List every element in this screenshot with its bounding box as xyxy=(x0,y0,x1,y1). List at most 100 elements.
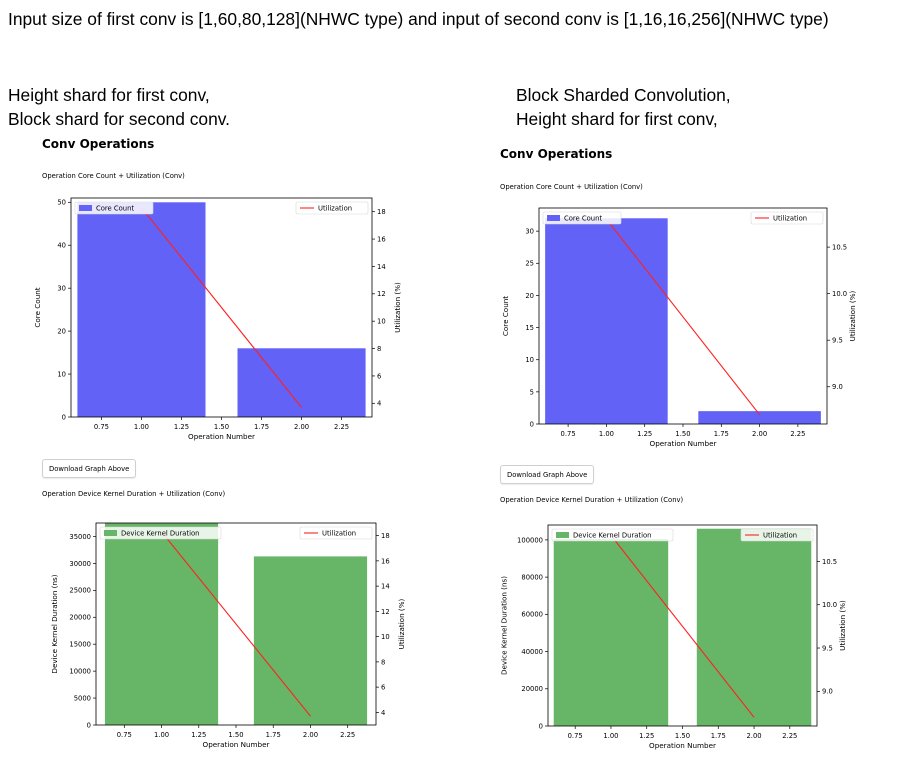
y-tick-label: 10 xyxy=(525,356,534,364)
x-tick-label: 2.00 xyxy=(746,732,761,740)
bar-legend-swatch xyxy=(104,530,117,536)
x-tick-label: 1.00 xyxy=(599,430,614,438)
x-tick-label: 1.00 xyxy=(603,732,618,740)
x-tick-label: 1.50 xyxy=(214,423,229,431)
y2-tick-label: 14 xyxy=(381,583,390,591)
left-download-graph-button[interactable]: Download Graph Above xyxy=(42,459,137,478)
y2-tick-label: 4 xyxy=(377,400,381,408)
right-download-graph-button[interactable]: Download Graph Above xyxy=(500,465,595,484)
bar-op-1 xyxy=(77,202,206,417)
y2-tick-label: 10.5 xyxy=(832,244,847,252)
line-legend-label: Utilization xyxy=(773,215,807,223)
y2-tick-label: 10 xyxy=(381,633,390,641)
x-tick-label: 1.25 xyxy=(639,732,654,740)
y-tick-label: 30 xyxy=(57,285,66,293)
bar-op-2 xyxy=(237,348,366,417)
bar-legend-label: Device Kernel Duration xyxy=(121,530,199,538)
y-tick-label: 25 xyxy=(525,260,534,268)
y-tick-label: 100000 xyxy=(517,536,543,544)
y-tick-label: 15000 xyxy=(69,641,91,649)
y-tick-label: 30 xyxy=(525,228,534,236)
bar-legend-label: Core Count xyxy=(564,215,602,223)
right-chart1-title: Operation Core Count + Utilization (Conv… xyxy=(500,183,643,191)
x-tick-label: 1.50 xyxy=(675,732,690,740)
y-tick-label: 35000 xyxy=(69,533,91,541)
line-legend-box xyxy=(299,526,373,540)
y-tick-label: 30000 xyxy=(69,560,91,568)
line-legend-label: Utilization xyxy=(318,205,352,213)
x-axis-label: Operation Number xyxy=(203,740,270,749)
utilization-line xyxy=(141,207,302,408)
y-tick-label: 0 xyxy=(530,420,534,428)
y-tick-label: 15 xyxy=(525,324,534,332)
y2-axis-label: Utilization (%) xyxy=(393,282,402,333)
x-tick-label: 0.75 xyxy=(94,423,109,431)
y-tick-label: 0 xyxy=(87,721,91,729)
utilization-line xyxy=(161,531,311,717)
x-tick-label: 2.00 xyxy=(294,423,309,431)
left-kernel-duration-chart: 0.75 1.00 1.25 1.50 1.75 2.00 2.25 0 5000 10000 15… xyxy=(50,522,406,749)
line-legend-box xyxy=(295,201,369,215)
x-tick-label: 2.25 xyxy=(790,430,805,438)
y2-tick-label: 18 xyxy=(377,208,386,216)
y2-axis-label: Utilization (%) xyxy=(848,290,857,341)
bar-legend-swatch xyxy=(556,532,569,538)
bar-legend-swatch xyxy=(79,205,92,211)
x-tick-label: 1.25 xyxy=(637,430,652,438)
x-tick-label: 1.75 xyxy=(711,732,726,740)
right-section-title: Conv Operations xyxy=(500,147,613,161)
bar-op-2 xyxy=(253,556,368,725)
x-tick-label: 2.00 xyxy=(303,731,318,739)
y2-tick-label: 18 xyxy=(381,532,390,540)
right-core-count-chart: 0.75 1.00 1.25 1.50 1.75 2.00 2.25 0 5 10 15 20 25 30… xyxy=(501,207,857,448)
left-chart2-title: Operation Device Kernel Duration + Utili… xyxy=(42,490,226,498)
x-tick-label: 0.75 xyxy=(561,430,576,438)
x-tick-label: 1.25 xyxy=(174,423,189,431)
right-caption-line2: Height shard for first conv, xyxy=(516,109,718,129)
x-tick-label: 0.75 xyxy=(568,732,583,740)
utilization-line xyxy=(605,218,761,416)
bar-op-2 xyxy=(696,528,812,726)
y2-tick-label: 9.5 xyxy=(822,644,833,652)
y2-tick-label: 10.5 xyxy=(822,558,837,566)
x-tick-label: 2.25 xyxy=(340,731,355,739)
x-tick-label: 1.75 xyxy=(254,423,269,431)
x-axis-label: Operation Number xyxy=(649,741,716,750)
y-tick-label: 10000 xyxy=(69,668,91,676)
bar-legend-label: Device Kernel Duration xyxy=(573,532,651,540)
y2-tick-label: 9.5 xyxy=(832,337,843,345)
page-headline: Input size of first conv is [1,60,80,128… xyxy=(8,9,829,29)
y-axis-label: Device Kernel Duration (ns) xyxy=(50,574,59,673)
y-tick-label: 60000 xyxy=(521,611,543,619)
y2-tick-label: 10 xyxy=(377,318,386,326)
bar-legend-swatch xyxy=(547,215,560,221)
bar-op-1 xyxy=(553,538,669,726)
y-tick-label: 0 xyxy=(62,413,66,421)
y2-tick-label: 16 xyxy=(381,557,390,565)
y2-tick-label: 12 xyxy=(381,608,390,616)
right-caption-line1: Block Sharded Convolution, xyxy=(516,85,731,105)
y-tick-label: 80000 xyxy=(521,574,543,582)
y2-tick-label: 6 xyxy=(377,372,381,380)
y-tick-label: 5000 xyxy=(74,694,91,702)
y-tick-label: 40 xyxy=(57,242,66,250)
x-tick-label: 1.00 xyxy=(134,423,149,431)
x-tick-label: 1.25 xyxy=(191,731,206,739)
y-axis-label: Core Count xyxy=(501,296,510,336)
left-section-title: Conv Operations xyxy=(42,137,155,151)
x-tick-label: 1.50 xyxy=(228,731,243,739)
y2-tick-label: 10.0 xyxy=(832,290,847,298)
y-axis-label: Core Count xyxy=(33,287,42,327)
bar-legend-box xyxy=(74,201,154,215)
x-tick-label: 2.25 xyxy=(782,732,797,740)
left-caption-line1: Height shard for first conv, xyxy=(8,85,210,105)
x-tick-label: 1.75 xyxy=(714,430,729,438)
y-tick-label: 25000 xyxy=(69,587,91,595)
line-legend-box xyxy=(750,211,824,225)
x-tick-label: 1.50 xyxy=(675,430,690,438)
x-tick-label: 1.00 xyxy=(154,731,169,739)
y2-axis-label: Utilization (%) xyxy=(838,600,847,651)
y2-tick-label: 6 xyxy=(381,684,385,692)
right-kernel-duration-chart: 0.75 1.00 1.25 1.50 1.75 2.00 2.25 0 20000 40000 6… xyxy=(499,524,847,750)
y2-tick-label: 8 xyxy=(377,345,381,353)
